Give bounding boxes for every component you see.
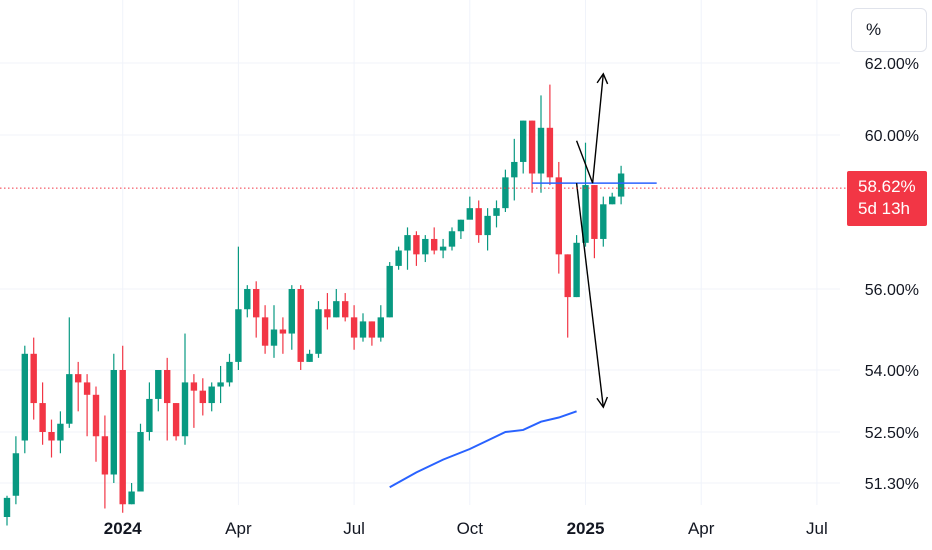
candle-body bbox=[83, 382, 91, 395]
candle-body bbox=[306, 353, 313, 362]
time-tick-label: Oct bbox=[457, 519, 484, 538]
candle-body bbox=[537, 127, 545, 174]
candle-body bbox=[448, 231, 456, 247]
candle-body bbox=[609, 196, 616, 205]
candle-body bbox=[235, 309, 242, 362]
candle-body bbox=[279, 329, 287, 334]
candle-body bbox=[422, 238, 429, 255]
candle-body bbox=[30, 353, 37, 404]
down-arrow-line bbox=[575, 183, 604, 408]
candle-body bbox=[617, 173, 625, 197]
candle-body bbox=[270, 329, 278, 346]
candle-body bbox=[181, 382, 189, 437]
candle-body bbox=[324, 309, 331, 318]
candle-body bbox=[457, 219, 465, 232]
grid-lines bbox=[0, 0, 840, 505]
candle-body bbox=[128, 491, 135, 505]
candle-body bbox=[226, 361, 233, 383]
current-price-label: 58.62% bbox=[858, 177, 916, 196]
drawn-arrows[interactable] bbox=[575, 72, 609, 409]
up-arrow-line bbox=[575, 73, 604, 184]
time-tick-label: Apr bbox=[688, 519, 715, 538]
candle-body bbox=[582, 185, 589, 243]
candle-body bbox=[66, 374, 73, 424]
candle-body bbox=[110, 370, 117, 475]
candle-body bbox=[591, 185, 598, 239]
candle-body bbox=[75, 374, 82, 383]
candle-body bbox=[386, 265, 393, 318]
candle-body bbox=[333, 301, 340, 318]
current-price-tag: 58.62% 5d 13h bbox=[847, 171, 927, 226]
candle-body bbox=[253, 289, 260, 318]
time-tick-label: 2025 bbox=[567, 519, 605, 538]
candle-body bbox=[155, 370, 162, 399]
candle-body bbox=[172, 403, 180, 437]
candle-body bbox=[217, 382, 224, 387]
price-axis[interactable]: 62.00% 60.00% 56.00% 54.00% 52.50% 51.30% bbox=[865, 56, 919, 493]
down-arrow-head bbox=[596, 396, 609, 409]
candle-body bbox=[359, 321, 367, 338]
percent-scale-button[interactable]: % bbox=[851, 8, 927, 52]
candles bbox=[3, 84, 625, 526]
candle-body bbox=[475, 208, 482, 236]
candle-body bbox=[502, 177, 509, 209]
candle-body bbox=[600, 204, 607, 239]
candle-body bbox=[493, 208, 500, 216]
candle-body bbox=[315, 309, 322, 354]
candle-body bbox=[21, 353, 28, 441]
price-tick-label: 62.00% bbox=[865, 56, 919, 73]
candle-body bbox=[573, 242, 580, 298]
candle-body bbox=[546, 127, 554, 178]
candle-body bbox=[368, 321, 376, 338]
candle-body bbox=[413, 235, 420, 255]
candle-body bbox=[511, 161, 518, 178]
candle-body bbox=[395, 250, 402, 266]
candle-body bbox=[297, 289, 304, 362]
candle-body bbox=[484, 215, 491, 236]
time-tick-label: 2024 bbox=[104, 519, 142, 538]
up-arrow-head bbox=[596, 72, 609, 85]
candle-body bbox=[439, 246, 447, 251]
price-tick-label: 52.50% bbox=[865, 425, 919, 442]
candle-body bbox=[101, 436, 109, 475]
candle-body bbox=[261, 317, 269, 346]
candle-body bbox=[466, 208, 473, 220]
moving-average-line bbox=[389, 410, 577, 489]
candle-body bbox=[431, 238, 438, 251]
candle-body bbox=[404, 235, 411, 251]
candle-body bbox=[146, 398, 153, 432]
price-tick-label: 51.30% bbox=[865, 476, 919, 493]
candle-body bbox=[119, 370, 126, 505]
candle-body bbox=[48, 432, 55, 441]
price-tick-label: 56.00% bbox=[865, 282, 919, 299]
price-tick-label: 54.00% bbox=[865, 363, 919, 380]
candle-body bbox=[528, 120, 536, 174]
candle-body bbox=[3, 497, 11, 517]
candle-body bbox=[137, 432, 144, 492]
candle-body bbox=[39, 403, 46, 432]
candle-body bbox=[164, 370, 171, 404]
candle-body bbox=[92, 394, 100, 437]
time-tick-label: Jul bbox=[806, 519, 828, 538]
candle-body bbox=[350, 317, 358, 338]
candle-body bbox=[244, 289, 251, 310]
time-tick-label: Jul bbox=[343, 519, 365, 538]
candle-body bbox=[57, 423, 64, 441]
candle-body bbox=[190, 382, 198, 391]
candle-body bbox=[199, 390, 206, 404]
price-tick-label: 60.00% bbox=[865, 128, 919, 145]
time-axis[interactable]: 2024 Apr Jul Oct 2025 Apr Jul bbox=[104, 519, 828, 538]
candle-body bbox=[288, 289, 295, 334]
candle-body bbox=[555, 177, 562, 255]
candle-body bbox=[520, 120, 527, 162]
candle-body bbox=[342, 301, 349, 318]
candle-body bbox=[208, 386, 215, 404]
candle-body bbox=[12, 453, 20, 496]
moving-average-path bbox=[389, 410, 577, 489]
bar-countdown: 5d 13h bbox=[858, 199, 910, 218]
time-tick-label: Apr bbox=[225, 519, 252, 538]
candle-body bbox=[564, 254, 571, 298]
candle-body bbox=[377, 317, 384, 338]
